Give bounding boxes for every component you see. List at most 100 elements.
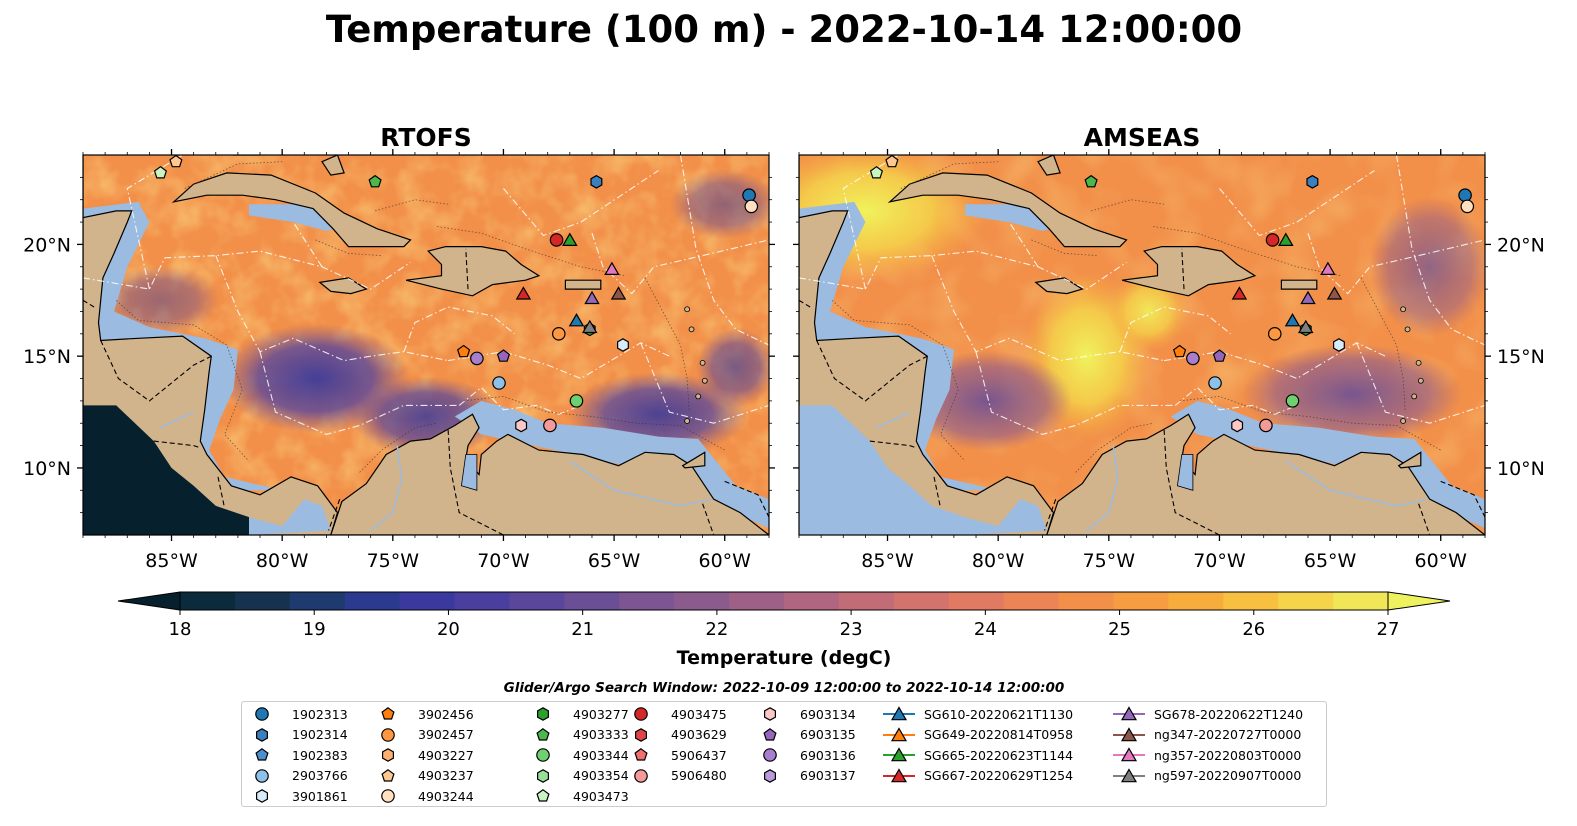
- legend-marker-pentagon-icon: [763, 727, 777, 741]
- x-tick-label: 65°W: [1304, 550, 1357, 572]
- legend-circle-marker: [255, 768, 269, 783]
- legend-marker-hexagon-icon: [255, 789, 268, 803]
- rtofs-panel-title: RTOFS: [380, 123, 472, 152]
- x-tick-label: 80°W: [972, 550, 1025, 572]
- y-tick-label-left: 15°N: [23, 346, 71, 368]
- x-tick-label: 60°W: [1415, 550, 1468, 572]
- legend-label: SG649-20220814T0958: [924, 727, 1074, 742]
- legend-item: SG610-20220621T1130: [882, 704, 1073, 724]
- legend-item: 4903473: [535, 786, 629, 806]
- colorbar-label: Temperature (degC): [677, 647, 892, 669]
- legend-marker-triangle-icon: [1113, 747, 1145, 762]
- legend-marker-hexagon-icon: [255, 727, 268, 742]
- legend-item: 4903344: [535, 745, 629, 765]
- legend-pentagon-marker: [536, 789, 550, 802]
- map-marker-sg667-20220629t1254: [1231, 286, 1248, 300]
- map-marker-4903344: [569, 394, 584, 408]
- legend-label: 4903237: [418, 768, 474, 783]
- legend-marker-circle-icon: [634, 768, 648, 783]
- map-marker-ng347-20220727t0000: [1326, 286, 1343, 300]
- map-marker-6903135: [496, 349, 511, 362]
- legend-marker-circle-icon: [381, 789, 395, 803]
- legend-item: 6903136: [762, 745, 856, 765]
- land-hispaniola: [405, 246, 541, 297]
- map-marker-4903237: [169, 155, 183, 168]
- legend-marker-hexagon-icon: [536, 707, 549, 721]
- legend-label: 3901861: [292, 788, 348, 804]
- legend-pentagon-marker: [763, 727, 777, 741]
- legend-hexagon-marker: [255, 727, 268, 742]
- map-marker-ng357-20220803t0000: [1320, 261, 1336, 275]
- map-marker-3902457: [551, 327, 566, 341]
- legend-item: 2903766: [254, 766, 348, 786]
- legend-circle-marker: [381, 727, 395, 742]
- legend-marker-triangle-icon: [1113, 706, 1145, 721]
- legend-label: 3902456: [418, 706, 474, 722]
- legend-item: 4903475: [633, 704, 727, 724]
- legend-marker-pentagon-icon: [536, 789, 550, 802]
- legend-label: 6903136: [800, 747, 856, 763]
- legend-marker-triangle-icon: [1113, 767, 1145, 782]
- legend-label: 6903135: [800, 727, 856, 742]
- legend: 1902313 1902314 1902383 2903766 3901861 39024…: [241, 701, 1327, 807]
- map-marker-4903244: [1460, 199, 1475, 214]
- map-marker-1902314: [1306, 174, 1319, 189]
- legend-circle-marker: [536, 748, 550, 762]
- legend-pentagon-marker: [634, 748, 648, 761]
- land-bahamas: [321, 155, 345, 176]
- legend-label: 3902457: [418, 727, 474, 742]
- legend-item: 1902383: [254, 745, 348, 765]
- legend-label: 4903473: [573, 788, 629, 804]
- legend-label: 5906480: [671, 768, 727, 783]
- land-trinidad: [681, 451, 706, 469]
- legend-label: 4903227: [418, 747, 474, 763]
- legend-item: 6903134: [762, 704, 856, 724]
- colorbar-over-extension: [1387, 591, 1451, 611]
- legend-label: ng597-20220907T0000: [1154, 768, 1302, 783]
- legend-circle-marker: [634, 768, 648, 783]
- x-tick-label: 60°W: [699, 550, 752, 572]
- map-marker-4903237: [885, 155, 899, 168]
- legend-marker-hexagon-icon: [381, 748, 394, 762]
- legend-marker-hexagon-icon: [763, 707, 776, 721]
- legend-marker-circle-icon: [763, 748, 777, 762]
- legend-triangle-marker: [1120, 706, 1138, 721]
- legend-item: 3902457: [380, 725, 474, 745]
- legend-pentagon-marker: [536, 727, 550, 741]
- legend-marker-pentagon-icon: [255, 748, 269, 761]
- legend-item: ng357-20220803T0000: [1112, 745, 1301, 765]
- map-marker-4903473: [153, 165, 168, 179]
- map-marker-3901861: [616, 338, 629, 352]
- land-puerto-rico: [1280, 279, 1318, 290]
- colorbar-tick-label: 19: [303, 619, 326, 640]
- map-marker-2903766: [492, 376, 506, 390]
- legend-pentagon-marker: [381, 707, 395, 720]
- legend-marker-triangle-icon: [883, 706, 915, 721]
- legend-item: 6903137: [762, 766, 856, 786]
- legend-label: SG665-20220623T1144: [924, 747, 1074, 763]
- map-marker-sg610-20220621t1130: [568, 313, 585, 327]
- legend-label: 1902313: [292, 706, 348, 722]
- map-marker-sg678-20220622t1240: [584, 290, 600, 305]
- legend-label: 6903137: [800, 768, 856, 783]
- legend-marker-triangle-icon: [883, 726, 915, 741]
- legend-label: ng357-20220803T0000: [1154, 747, 1302, 763]
- x-tick-label: 65°W: [588, 550, 641, 572]
- map-marker-1902314: [590, 174, 603, 189]
- y-tick-label-left: 20°N: [23, 234, 71, 256]
- land-trinidad: [1397, 451, 1422, 469]
- map-marker-3902456: [1172, 344, 1187, 358]
- legend-triangle-marker: [890, 706, 908, 721]
- legend-item: 3902456: [380, 704, 474, 724]
- legend-item: 1902314: [254, 725, 348, 745]
- legend-marker-circle-icon: [381, 727, 395, 742]
- legend-marker-hexagon-icon: [536, 768, 549, 783]
- legend-item: 4903277: [535, 704, 629, 724]
- map-axes: 85°W 80°W 75°W 70°W 65°W 60°W 20°N 15°N 10°N 85°W…: [23, 149, 1545, 572]
- x-tick-label: 75°W: [367, 550, 420, 572]
- land-cuba: [887, 172, 1128, 248]
- map-marker-sg665-20220623t1144: [1278, 232, 1294, 246]
- x-tick-label: 80°W: [256, 550, 309, 572]
- colorbar-tick-label: 23: [840, 619, 863, 640]
